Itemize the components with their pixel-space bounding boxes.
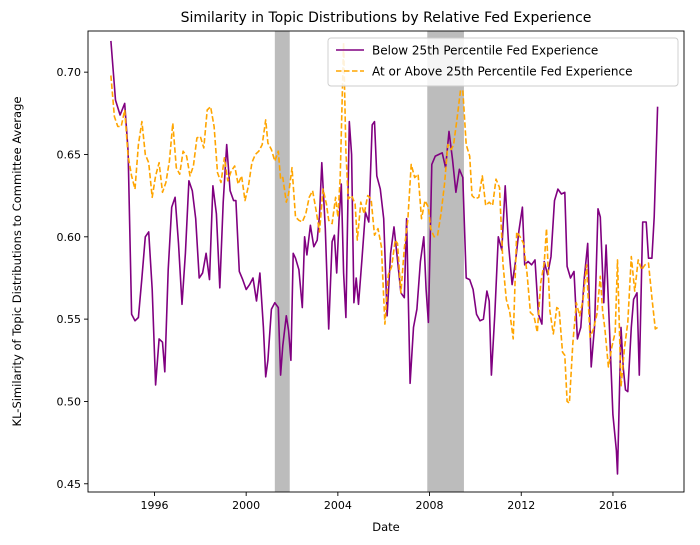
legend-label: At or Above 25th Percentile Fed Experien…	[372, 65, 632, 79]
series-line	[110, 40, 659, 475]
series-line	[110, 41, 659, 404]
x-axis-label: Date	[372, 520, 400, 534]
x-tick-label: 2016	[599, 499, 627, 512]
chart-title: Similarity in Topic Distributions by Rel…	[181, 10, 592, 26]
legend-box	[327, 37, 679, 87]
legend: Below 25th Percentile Fed Experience At o…	[327, 37, 679, 87]
x-tick-label: 2008	[416, 499, 444, 512]
plot-frame	[87, 30, 685, 493]
x-tick-label: 2000	[232, 499, 260, 512]
axis-ticks: 1996 2000 2004 2008 2012 2016 0.45 0.50 0.55 0.60…	[57, 66, 627, 512]
y-tick-label: 0.55	[57, 313, 82, 326]
series-lines	[110, 40, 659, 475]
y-tick-label: 0.45	[57, 478, 82, 491]
legend-label: Below 25th Percentile Fed Experience	[372, 44, 598, 58]
y-tick-label: 0.65	[57, 148, 82, 161]
x-tick-label: 2012	[507, 499, 535, 512]
x-tick-label: 1996	[140, 499, 168, 512]
y-axis-label: KL-Similarity of Topic Distributions to …	[10, 97, 24, 427]
y-tick-label: 0.60	[57, 231, 82, 244]
shaded-period	[427, 31, 464, 492]
y-tick-label: 0.50	[57, 395, 82, 408]
y-tick-label: 0.70	[57, 66, 82, 79]
x-tick-label: 2004	[324, 499, 352, 512]
shaded-period	[274, 31, 290, 492]
